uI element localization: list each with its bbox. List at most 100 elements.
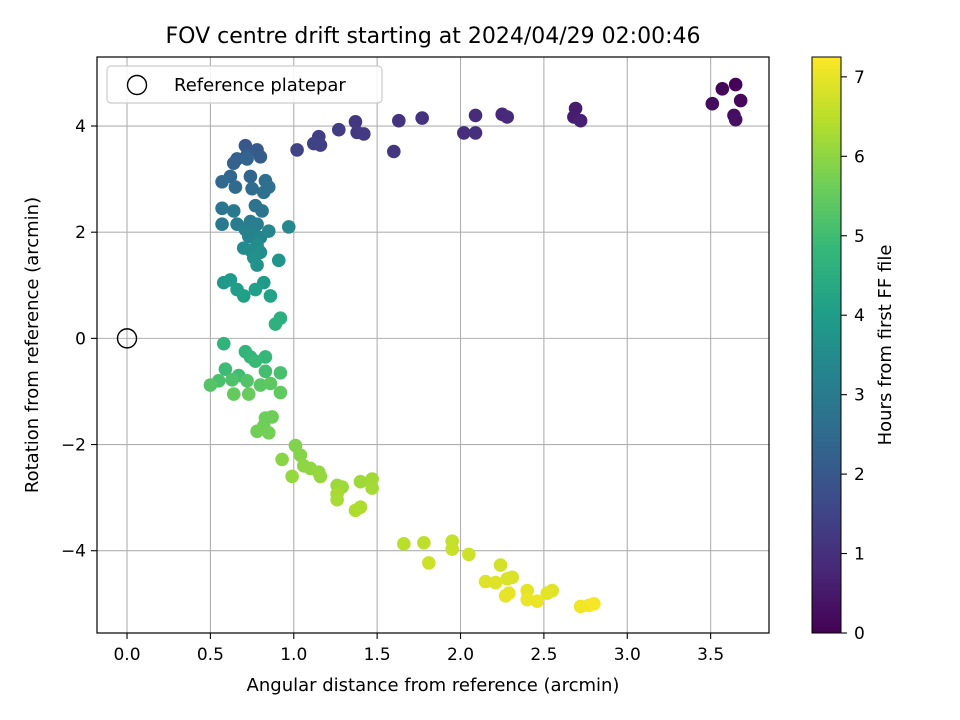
- data-point: [263, 289, 278, 303]
- data-point: [290, 143, 304, 157]
- data-point: [715, 82, 730, 96]
- data-point: [256, 185, 271, 200]
- y-tick-label: 2: [75, 223, 86, 243]
- y-tick-label: −4: [61, 542, 86, 562]
- data-point: [273, 385, 288, 400]
- data-point: [468, 126, 483, 140]
- data-point: [261, 426, 276, 440]
- colorbar-tick-label: 7: [854, 68, 865, 88]
- legend-marker-icon: [126, 74, 148, 96]
- data-point: [225, 372, 239, 387]
- data-point: [313, 469, 328, 484]
- data-point: [478, 574, 493, 589]
- x-tick-label: 3.5: [697, 645, 724, 665]
- data-point: [540, 586, 555, 600]
- data-points: [203, 77, 748, 614]
- data-point: [573, 113, 588, 128]
- data-point: [255, 204, 269, 218]
- data-point: [258, 364, 273, 379]
- data-point: [250, 258, 264, 272]
- data-point: [215, 201, 229, 216]
- colorbar-tick-label: 2: [854, 465, 865, 485]
- data-point: [248, 354, 263, 368]
- colorbar-tick-label: 1: [854, 545, 865, 565]
- reference-platepar-marker: [116, 328, 138, 349]
- y-tick-label: 0: [75, 329, 86, 349]
- data-point: [705, 96, 720, 111]
- colorbar-tick-label: 0: [854, 624, 865, 644]
- data-point: [422, 556, 436, 570]
- data-point: [348, 503, 363, 518]
- colorbar-label: Hours from first FF file: [875, 245, 896, 446]
- data-point: [261, 224, 276, 238]
- data-point: [417, 535, 431, 550]
- x-tick-label: 2.5: [530, 645, 557, 665]
- data-point: [293, 448, 308, 462]
- data-point: [226, 156, 241, 170]
- data-point: [392, 113, 406, 128]
- colorbar: 0 1 2 3 4 5 6 7 Hours from first FF file: [811, 56, 896, 644]
- x-tick-label: 1.5: [364, 645, 391, 665]
- data-point: [348, 114, 363, 129]
- x-tick-label: 2.0: [447, 645, 474, 665]
- data-point: [218, 362, 233, 376]
- data-point: [330, 492, 344, 507]
- data-point: [356, 127, 371, 141]
- data-point: [268, 317, 283, 331]
- data-point: [445, 542, 459, 556]
- data-point: [500, 572, 515, 586]
- data-point: [530, 594, 545, 608]
- data-point: [488, 575, 503, 590]
- data-point: [226, 204, 241, 218]
- x-tick-label: 0.5: [197, 645, 224, 665]
- data-point: [273, 366, 288, 380]
- colorbar-gradient: [811, 56, 842, 634]
- y-axis-ticks: −4 −2 0 2 4: [61, 117, 97, 562]
- x-axis-ticks: 0.0 0.5 1.0 1.5 2.0 2.5 3.0 3.5: [113, 633, 724, 665]
- data-point: [468, 108, 483, 123]
- y-tick-label: −2: [61, 436, 86, 456]
- data-point: [215, 174, 229, 189]
- plot-frame: [96, 56, 770, 634]
- data-point: [733, 93, 748, 108]
- x-axis-label: Angular distance from reference (arcmin): [247, 675, 620, 696]
- x-tick-label: 1.0: [280, 645, 307, 665]
- data-point: [457, 126, 471, 140]
- legend-label: Reference platepar: [174, 75, 346, 96]
- data-point: [240, 152, 254, 166]
- data-point: [223, 273, 238, 287]
- data-point: [253, 378, 268, 392]
- data-point: [387, 144, 401, 159]
- colorbar-tick-label: 3: [854, 386, 865, 406]
- data-point: [281, 220, 296, 234]
- data-point: [493, 558, 508, 572]
- legend: Reference platepar: [106, 65, 383, 104]
- data-point: [245, 181, 259, 196]
- data-point: [226, 387, 241, 401]
- data-point: [265, 410, 279, 424]
- data-point: [728, 112, 743, 127]
- data-point: [271, 253, 286, 268]
- data-point: [728, 77, 743, 92]
- y-tick-label: 4: [75, 117, 86, 137]
- data-point: [243, 169, 258, 184]
- data-point: [353, 474, 368, 489]
- data-point: [498, 589, 513, 603]
- data-point: [275, 452, 289, 467]
- data-point: [240, 374, 254, 388]
- data-point: [228, 180, 243, 194]
- data-point: [203, 378, 218, 392]
- data-point: [331, 122, 346, 137]
- colorbar-tick-label: 5: [854, 227, 865, 247]
- data-point: [241, 229, 256, 244]
- data-point: [241, 387, 256, 401]
- colorbar-ticks: 0 1 2 3 4 5 6 7: [841, 68, 865, 644]
- data-point: [520, 592, 535, 607]
- chart-title: FOV centre drift starting at 2024/04/29 …: [166, 24, 701, 49]
- x-tick-label: 3.0: [614, 645, 641, 665]
- data-point: [263, 376, 278, 391]
- data-point: [215, 217, 229, 232]
- data-point: [587, 597, 601, 611]
- data-point: [285, 469, 299, 484]
